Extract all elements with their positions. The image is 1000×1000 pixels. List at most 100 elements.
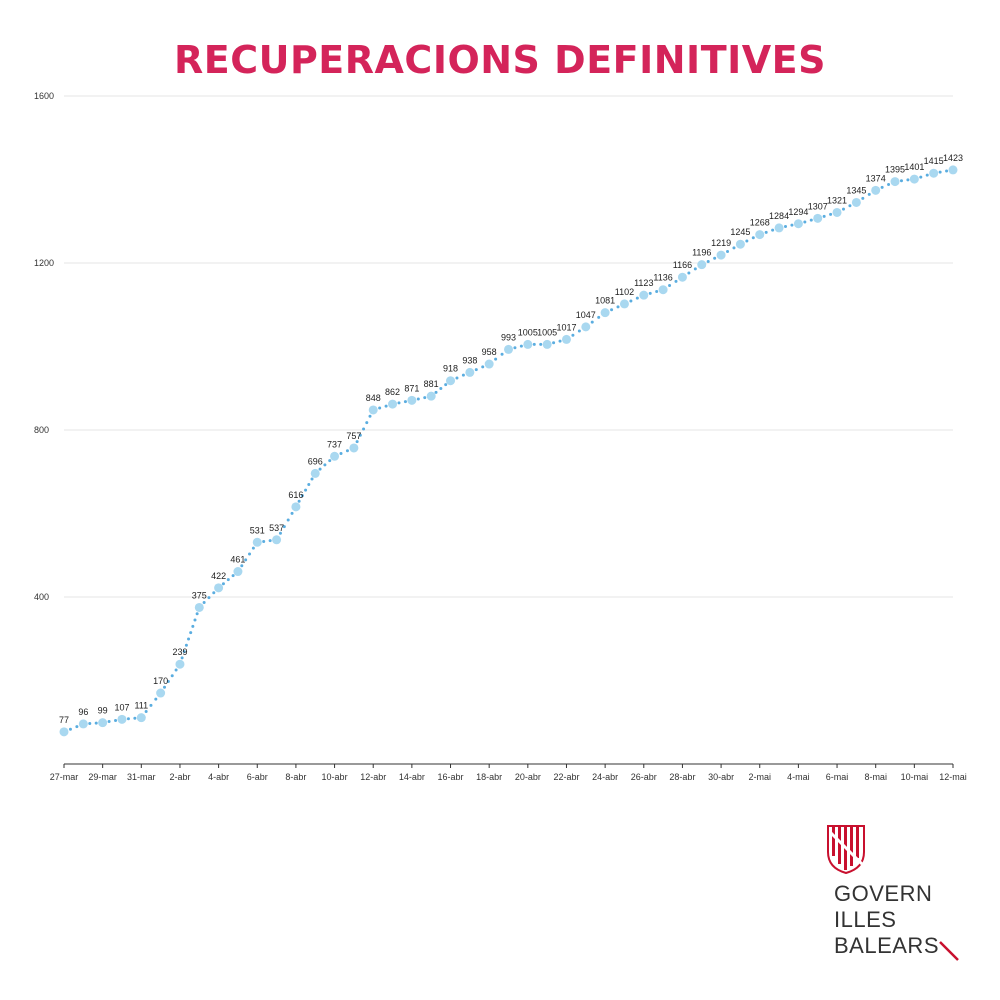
data-point [388, 399, 398, 409]
connector-dot [635, 296, 639, 300]
data-label: 99 [98, 706, 108, 716]
data-point [446, 376, 456, 386]
x-tick-label: 10-mai [901, 772, 929, 782]
connector-dot [88, 722, 92, 726]
connector-dot [244, 558, 248, 562]
connector-dot [149, 703, 153, 707]
x-tick-label: 16-abr [438, 772, 464, 782]
data-label: 1401 [904, 162, 924, 172]
data-label: 737 [327, 439, 342, 449]
connector-dot [790, 223, 794, 227]
x-tick-label: 2-mai [748, 772, 771, 782]
data-point [194, 602, 204, 612]
connector-dot [919, 175, 923, 179]
connector-dot [803, 220, 807, 224]
data-label: 1005 [518, 327, 538, 337]
connector-dot [221, 582, 225, 586]
x-tick-label: 4-mai [787, 772, 810, 782]
connector-dot [713, 256, 717, 260]
data-point [368, 405, 378, 415]
logo-text-govern: GOVERN [834, 881, 933, 906]
data-label: 871 [404, 383, 419, 393]
x-tick-label: 24-abr [592, 772, 618, 782]
data-label: 1102 [615, 287, 634, 297]
x-tick-label: 18-abr [476, 772, 502, 782]
data-point [504, 344, 513, 354]
data-label: 239 [172, 647, 187, 657]
connector-dot [925, 173, 929, 177]
data-label: 757 [346, 431, 361, 441]
data-label: 77 [59, 715, 69, 725]
data-point [484, 359, 494, 369]
connector-dot [416, 397, 420, 401]
x-tick-label: 6-abr [247, 772, 268, 782]
connector-dot [133, 716, 137, 720]
data-label: 170 [153, 676, 168, 686]
data-label: 1307 [808, 201, 828, 211]
connector-dot [226, 578, 230, 582]
data-label: 1136 [653, 273, 672, 283]
connector-dot [938, 170, 942, 174]
x-tick-label: 8-abr [285, 772, 306, 782]
connector-dot [558, 339, 562, 343]
connector-dot [187, 637, 191, 641]
data-label: 1196 [692, 248, 711, 258]
connector-dot [278, 531, 282, 535]
connector-dot [899, 179, 903, 183]
data-point [658, 285, 668, 295]
data-label: 993 [501, 332, 516, 342]
connector-dot [687, 271, 691, 275]
x-tick-label: 10-abr [322, 772, 348, 782]
x-tick-label: 28-abr [669, 772, 695, 782]
y-tick-label: 1200 [34, 258, 54, 268]
chart-title: RECUPERACIONS DEFINITIVES [173, 38, 826, 82]
data-point [697, 260, 707, 270]
connector-dot [362, 427, 366, 431]
data-label: 862 [385, 387, 400, 397]
data-label: 1047 [576, 310, 596, 320]
connector-dot [848, 204, 852, 208]
data-point [156, 688, 166, 698]
x-tick-label: 12-mai [939, 772, 967, 782]
data-point [214, 583, 224, 593]
connector-dot [439, 386, 443, 390]
data-label: 881 [424, 379, 439, 389]
x-tick-label: 27-mar [50, 772, 79, 782]
balearic-coat-of-arms-icon [827, 825, 865, 874]
data-point [426, 391, 436, 401]
connector-dot [674, 279, 678, 283]
connector-dot [300, 494, 304, 498]
connector-dot [610, 308, 614, 312]
data-label: 96 [78, 707, 88, 717]
connector-dot [345, 449, 349, 453]
connector-dot [571, 333, 575, 337]
data-label: 375 [192, 590, 207, 600]
data-point [59, 727, 69, 737]
connector-dot [519, 344, 523, 348]
x-tick-label: 14-abr [399, 772, 425, 782]
connector-dot [434, 390, 438, 394]
data-point [755, 230, 765, 240]
connector-dot [231, 574, 235, 578]
gridlines [64, 95, 953, 598]
connector-dot [355, 440, 359, 444]
connector-dot [668, 284, 672, 288]
connector-dot [861, 196, 865, 200]
data-label: 918 [443, 364, 458, 374]
data-label: 107 [114, 702, 129, 712]
data-point [136, 713, 146, 723]
data-point [851, 197, 861, 207]
connector-dot [841, 207, 845, 211]
data-point [600, 308, 610, 318]
data-point [330, 451, 340, 461]
connector-dot [182, 650, 186, 654]
connector-dot [867, 192, 871, 196]
x-tick-label: 30-abr [708, 772, 734, 782]
connector-dot [144, 709, 148, 713]
data-label: 1268 [750, 218, 770, 228]
connector-dot [822, 214, 826, 218]
data-label: 1374 [866, 173, 886, 183]
data-label: 1294 [788, 207, 808, 217]
connector-dot [481, 365, 485, 369]
connector-dot [784, 225, 788, 229]
